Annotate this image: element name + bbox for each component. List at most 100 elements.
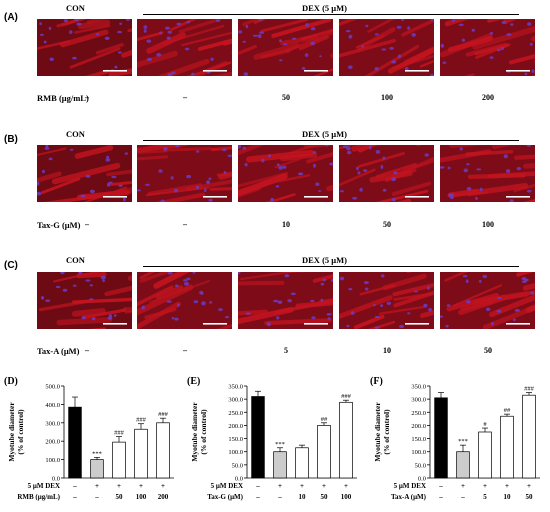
significance-mark: # bbox=[483, 421, 487, 428]
micrograph-texture bbox=[440, 272, 535, 329]
scale-bar bbox=[203, 323, 227, 325]
dose-value: – bbox=[165, 220, 205, 229]
x-row1-value: – bbox=[72, 482, 77, 490]
micrograph-texture bbox=[137, 145, 232, 202]
con-label: CON bbox=[66, 255, 85, 265]
significance-mark: ### bbox=[341, 393, 352, 400]
dose-value: 100 bbox=[468, 220, 508, 229]
bar bbox=[340, 402, 353, 478]
scale-bar bbox=[405, 323, 429, 325]
bar bbox=[296, 448, 309, 478]
con-label: CON bbox=[66, 3, 85, 13]
x-row1-value: + bbox=[117, 482, 121, 490]
x-row2-value: 50 bbox=[321, 493, 329, 501]
scale-bar bbox=[203, 196, 227, 198]
bar bbox=[318, 425, 331, 478]
y-tick-label: 50.0 bbox=[415, 462, 426, 469]
micrograph-texture bbox=[440, 145, 535, 202]
significance-mark: *** bbox=[92, 450, 102, 457]
dose-value: 50 bbox=[266, 93, 306, 102]
x-row2-value: 10 bbox=[299, 493, 307, 501]
significance-mark: ### bbox=[158, 411, 169, 418]
micrograph bbox=[37, 19, 132, 76]
micrograph-texture bbox=[440, 19, 535, 76]
dose-value: 100 bbox=[367, 93, 407, 102]
micrograph-texture bbox=[238, 19, 333, 76]
micrograph-texture bbox=[37, 145, 132, 202]
x-row2-value: – bbox=[460, 493, 465, 501]
dose-value: 10 bbox=[266, 220, 306, 229]
y-axis-label: Myotube diameter bbox=[190, 402, 199, 462]
bar bbox=[157, 423, 170, 478]
x-row2-value: 200 bbox=[158, 493, 169, 501]
x-row1-value: – bbox=[438, 482, 443, 490]
x-row2-value: 50 bbox=[526, 493, 534, 501]
x-row2-label: RMB (μg/mL) bbox=[17, 493, 60, 501]
y-tick-label: 100.0 bbox=[228, 449, 243, 456]
bar bbox=[69, 407, 82, 478]
y-axis-label: (% of control) bbox=[199, 409, 208, 455]
x-row2-value: – bbox=[72, 493, 77, 501]
x-row2-value: 100 bbox=[136, 493, 147, 501]
scale-bar bbox=[103, 323, 127, 325]
scale-bar bbox=[506, 70, 530, 72]
y-tick-label: 400.0 bbox=[45, 402, 60, 409]
bar bbox=[113, 442, 126, 478]
dose-value: – bbox=[165, 93, 205, 102]
scale-bar bbox=[304, 196, 328, 198]
dose-value: 5 bbox=[266, 346, 306, 355]
x-row2-value: – bbox=[255, 493, 260, 501]
scale-bar bbox=[103, 196, 127, 198]
bar bbox=[479, 432, 492, 478]
panel-label: (F) bbox=[370, 376, 383, 387]
scale-bar bbox=[304, 70, 328, 72]
x-row2-value: 10 bbox=[504, 493, 512, 501]
x-row2-value: – bbox=[438, 493, 443, 501]
micrograph bbox=[440, 145, 535, 202]
y-tick-label: 200.0 bbox=[45, 439, 60, 446]
dex-label: DEX (5 μM) bbox=[302, 129, 347, 139]
micrograph-texture bbox=[37, 19, 132, 76]
micrograph bbox=[238, 272, 333, 329]
significance-mark: ### bbox=[136, 417, 147, 424]
panel-label: (B) bbox=[4, 134, 18, 145]
x-row1-value: + bbox=[527, 482, 531, 490]
dose-value: 50 bbox=[468, 346, 508, 355]
scale-bar bbox=[405, 70, 429, 72]
chart-e-svg: (E)Myotube diameter(% of control)0.050.0… bbox=[183, 372, 366, 507]
dose-value: – bbox=[67, 93, 107, 102]
panel-a: (A) CON DEX (5 μM) RMB (μg/mL) – – 50 10… bbox=[0, 0, 550, 125]
bar bbox=[91, 460, 104, 478]
x-row1-value: + bbox=[505, 482, 509, 490]
chart-d-svg: (D)Myotube diameter(% of control)0.0100.… bbox=[0, 372, 183, 507]
y-tick-label: 350.0 bbox=[411, 384, 426, 391]
dex-label: DEX (5 μM) bbox=[302, 255, 347, 265]
x-row1-value: + bbox=[344, 482, 348, 490]
con-label: CON bbox=[66, 129, 85, 139]
significance-mark: ## bbox=[321, 416, 328, 423]
micrograph-texture bbox=[137, 19, 232, 76]
scale-bar bbox=[405, 196, 429, 198]
micrograph-texture bbox=[238, 272, 333, 329]
panel-label: (D) bbox=[4, 376, 18, 387]
significance-mark: ### bbox=[114, 430, 125, 437]
micrograph bbox=[440, 272, 535, 329]
micrograph bbox=[238, 19, 333, 76]
micrograph bbox=[137, 19, 232, 76]
y-tick-label: 500.0 bbox=[45, 384, 60, 391]
dex-label: DEX (5 μM) bbox=[302, 3, 347, 13]
dex-bracket-line bbox=[143, 140, 519, 141]
micrograph bbox=[37, 272, 132, 329]
x-row2-label: Tax-G (μM) bbox=[207, 493, 243, 501]
micrograph-texture bbox=[339, 145, 434, 202]
dex-bracket-line bbox=[143, 266, 519, 267]
y-tick-label: 300.0 bbox=[45, 420, 60, 427]
bar bbox=[523, 395, 536, 478]
dose-value: – bbox=[67, 220, 107, 229]
y-tick-label: 200.0 bbox=[411, 423, 426, 430]
y-axis-label: Myotube diameter bbox=[7, 402, 16, 462]
micrograph bbox=[238, 145, 333, 202]
panel-b: (B) CON DEX (5 μM) Tax-G (μM) – – 10 50 … bbox=[0, 125, 550, 250]
bar bbox=[252, 397, 265, 478]
